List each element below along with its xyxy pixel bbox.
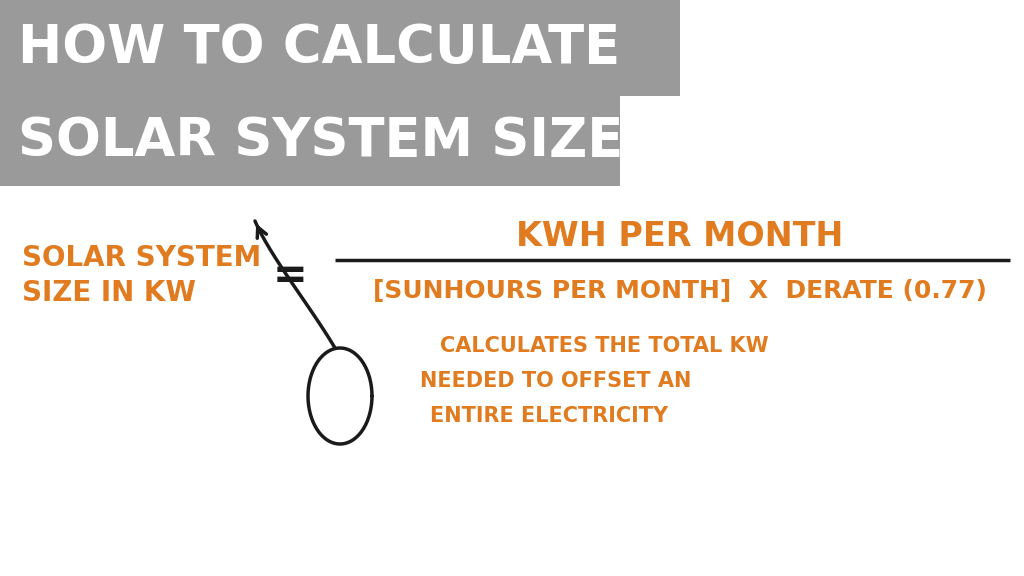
Bar [0, 0, 680, 96]
Text: [SUNHOURS PER MONTH]  X  DERATE (0.77): [SUNHOURS PER MONTH] X DERATE (0.77) [373, 279, 987, 303]
Text: CALCULATES THE TOTAL KW: CALCULATES THE TOTAL KW [440, 336, 769, 356]
Text: HOW TO CALCULATE: HOW TO CALCULATE [18, 22, 621, 74]
Text: ENTIRE ELECTRICITY: ENTIRE ELECTRICITY [430, 406, 668, 426]
Bar [0, 96, 620, 186]
Text: SOLAR SYSTEM: SOLAR SYSTEM [22, 244, 261, 272]
Text: KWH PER MONTH: KWH PER MONTH [516, 219, 844, 252]
Text: =: = [272, 255, 307, 297]
Text: SOLAR SYSTEM SIZE: SOLAR SYSTEM SIZE [18, 115, 624, 167]
Text: NEEDED TO OFFSET AN: NEEDED TO OFFSET AN [420, 371, 691, 391]
Text: SIZE IN KW: SIZE IN KW [22, 279, 196, 307]
